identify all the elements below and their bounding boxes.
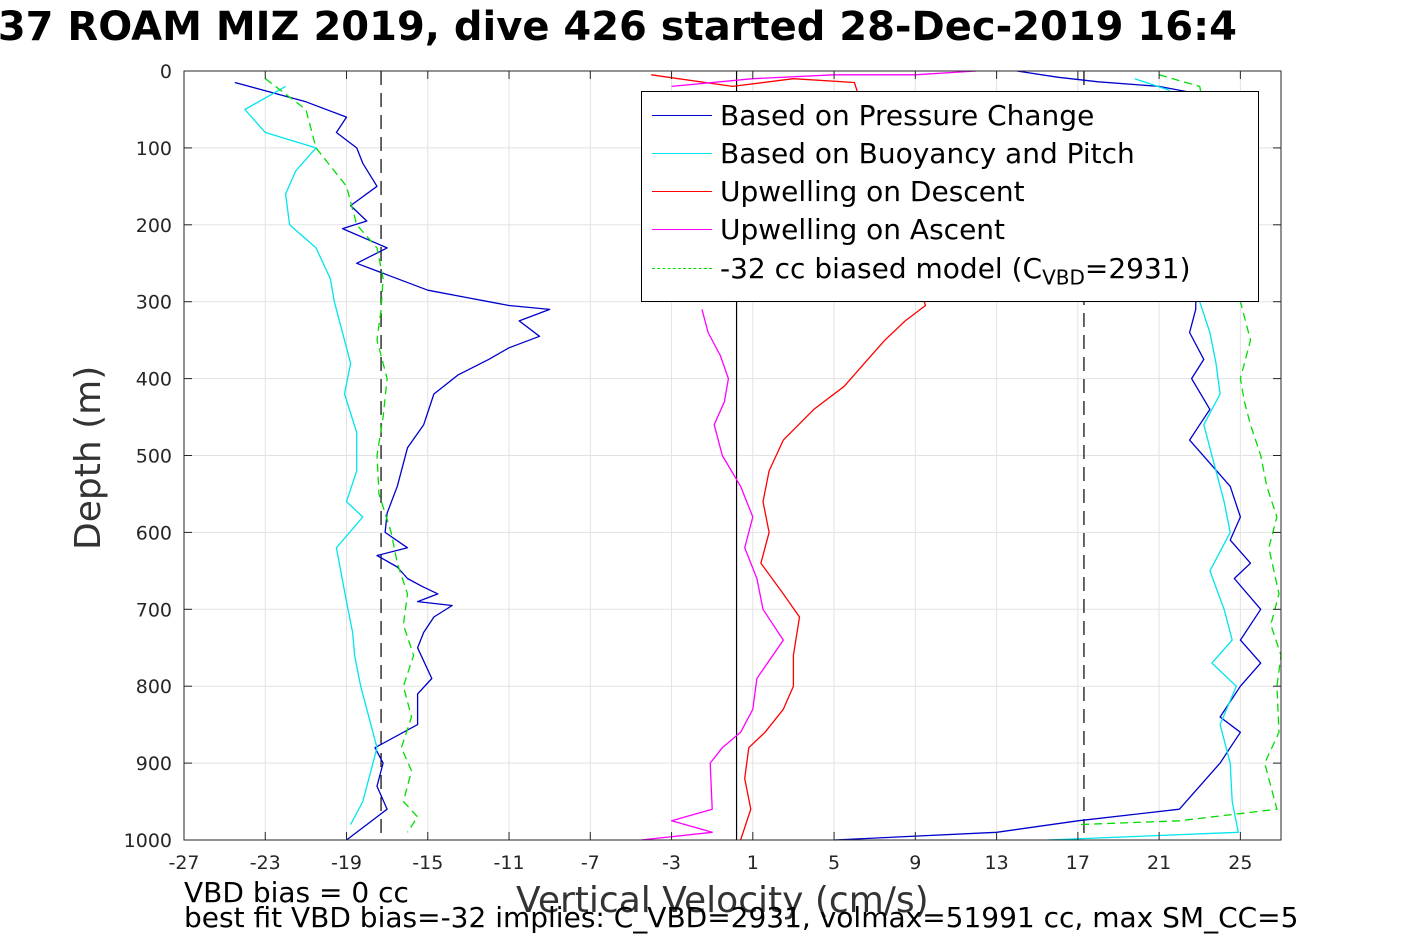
x-tick-label: -15 [412,852,443,874]
x-tick-label: -7 [581,852,600,874]
series-line-0 [234,81,551,841]
y-tick-label: 100 [136,138,172,160]
chart-title: 537 ROAM MIZ 2019, dive 426 started 28-D… [0,4,1237,50]
x-tick-label: -27 [168,852,199,874]
footnote-vbd-bias: VBD bias = 0 cc [184,876,409,909]
legend-label-buoyancy: Based on Buoyancy and Pitch [720,137,1135,170]
series-line-4 [1077,74,1282,826]
y-tick-label: 500 [136,446,172,468]
y-tick-label: 200 [136,215,172,237]
legend-entry-ascent: Upwelling on Ascent [642,210,1258,248]
x-axis-label: Vertical Velocity (cm/s) [516,880,929,921]
legend: Based on Pressure Change Based on Buoyan… [641,91,1259,302]
y-tick-label: 700 [136,599,172,621]
y-tick-label: 900 [136,753,172,775]
legend-swatch-ascent [652,229,712,230]
x-tick-label: 21 [1147,852,1171,874]
x-tick-label: 25 [1228,852,1252,874]
y-tick-label: 300 [136,292,172,314]
legend-label-model: -32 cc biased model (CVBD=2931) [720,252,1191,290]
legend-label-ascent: Upwelling on Ascent [720,213,1006,246]
series-line-3 [641,309,784,841]
x-tick-label: 13 [984,852,1008,874]
legend-model-subscript: VBD [1042,265,1085,290]
y-tick-label: 400 [136,369,172,391]
x-tick-label: 5 [828,852,840,874]
x-tick-label: -19 [331,852,362,874]
x-tick-label: 1 [747,852,759,874]
series-line-1 [244,85,378,825]
x-tick-label: 17 [1066,852,1090,874]
legend-swatch-buoyancy [652,153,712,154]
legend-label-descent: Upwelling on Descent [720,175,1025,208]
legend-model-part2: =2931) [1084,252,1191,285]
footnote-best-fit: best fit VBD bias=-32 implies: C_VBD=293… [184,901,1299,934]
series-line-1 [1047,78,1239,841]
legend-entry-model: -32 cc biased model (CVBD=2931) [642,249,1258,290]
y-tick-label: 600 [136,522,172,544]
legend-swatch-descent [652,191,712,192]
legend-entry-buoyancy: Based on Buoyancy and Pitch [642,134,1258,172]
legend-swatch-pressure [652,115,712,116]
legend-entry-pressure: Based on Pressure Change [642,96,1258,134]
y-tick-label: 0 [160,61,172,83]
x-tick-label: -23 [250,852,281,874]
series-line-2 [651,74,927,841]
legend-swatch-model [652,268,712,269]
y-tick-label: 800 [136,676,172,698]
legend-label-pressure: Based on Pressure Change [720,99,1095,132]
legend-entry-descent: Upwelling on Descent [642,172,1258,210]
y-tick-label: 1000 [124,830,172,852]
x-tick-label: 9 [909,852,921,874]
legend-model-part1: -32 cc biased model (C [720,252,1043,285]
x-tick-label: -3 [662,852,681,874]
y-axis-label: Depth (m) [68,365,109,550]
series-line-4 [264,78,419,833]
x-tick-label: -11 [494,852,525,874]
